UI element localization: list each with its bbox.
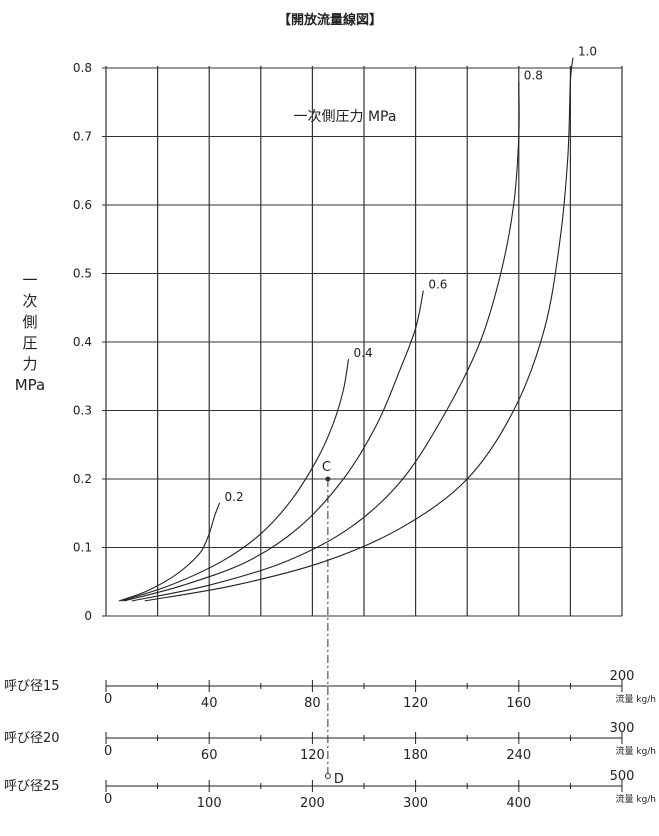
y-tick-label: 0.3	[73, 404, 92, 418]
inner-pressure-label: 一次側圧力 MPa	[294, 109, 397, 125]
scale-tick-label: 200	[610, 669, 635, 684]
scale-tick-label: 100	[197, 796, 222, 811]
scale-tick-label: 80	[304, 696, 321, 711]
series-line-0.2	[118, 502, 221, 602]
scale-tick-label: 40	[201, 696, 218, 711]
y-tick-label: 0.8	[73, 61, 92, 75]
y-tick-label: 0.6	[73, 198, 92, 212]
y-tick-labels: 0 0.1 0.2 0.3 0.4 0.5 0.6 0.7 0.8	[73, 61, 92, 623]
y-tick-label: 0.7	[73, 130, 92, 144]
scale-tick-label: 300	[403, 796, 428, 811]
y-axis-label: 一次側圧力 MPa	[15, 271, 46, 394]
series-label-0.2: 0.2	[225, 490, 244, 504]
series-label-1.0: 1.0	[578, 45, 597, 59]
series-line-0.4	[121, 359, 350, 602]
scale-tick-label: 60	[201, 748, 218, 763]
scale-unit: 流量 kg/h	[615, 793, 656, 805]
scale-tick-label: 240	[506, 748, 531, 763]
scale-name: 呼び径15	[4, 679, 60, 694]
y-tick-label: 0.4	[73, 335, 92, 349]
series-label-0.8: 0.8	[524, 69, 543, 83]
series-line-0.8	[131, 81, 520, 602]
point-markers: CD	[322, 460, 344, 787]
y-label-line: 側	[22, 313, 37, 331]
scale-name: 呼び径20	[4, 731, 60, 746]
y-label-line: 力	[22, 355, 37, 373]
point-d-marker	[324, 773, 331, 779]
y-label-line: 一	[22, 271, 37, 289]
series-label-0.6: 0.6	[428, 278, 447, 292]
scale-name: 呼び径25	[4, 779, 60, 794]
scale-tick-label: 500	[610, 769, 635, 784]
scale-tick-label: 180	[403, 748, 428, 763]
series-line-0.6	[123, 290, 424, 602]
y-tick-label: 0.1	[73, 541, 92, 555]
scale-tick-label: 200	[300, 796, 325, 811]
y-tick-label: 0.5	[73, 267, 92, 281]
y-tick-label: 0	[84, 609, 92, 623]
scale-unit: 流量 kg/h	[615, 693, 656, 705]
flow-scales: 呼び径15 0 40 80 120 160 200 流量 kg/h 呼び径20 0 60 120 180…	[4, 669, 656, 811]
y-label-line: 圧	[22, 334, 37, 352]
grid	[102, 66, 623, 617]
scale-tick-label: 120	[300, 748, 325, 763]
point-c-marker	[325, 476, 331, 482]
scale-tick-label: 400	[506, 796, 531, 811]
scale-tick-label: 0	[104, 744, 112, 759]
y-label-line: 次	[22, 292, 37, 310]
chart-title: 【開放流量線図】	[278, 12, 382, 28]
point-d-label: D	[334, 772, 344, 787]
scale-tick-label: 300	[610, 721, 635, 736]
y-label-line: MPa	[15, 376, 46, 394]
point-c-label: C	[322, 460, 331, 475]
series-line-1.0	[144, 57, 574, 602]
scale-unit: 流量 kg/h	[615, 745, 656, 757]
series-label-0.4: 0.4	[354, 346, 373, 360]
scale-tick-label: 120	[403, 696, 428, 711]
scale-tick-label: 0	[104, 792, 112, 807]
scale-tick-label: 160	[506, 696, 531, 711]
y-tick-label: 0.2	[73, 472, 92, 486]
series-curves: 0.2 0.4 0.6 0.8 1.0	[118, 45, 597, 602]
scale-tick-label: 0	[104, 692, 112, 707]
